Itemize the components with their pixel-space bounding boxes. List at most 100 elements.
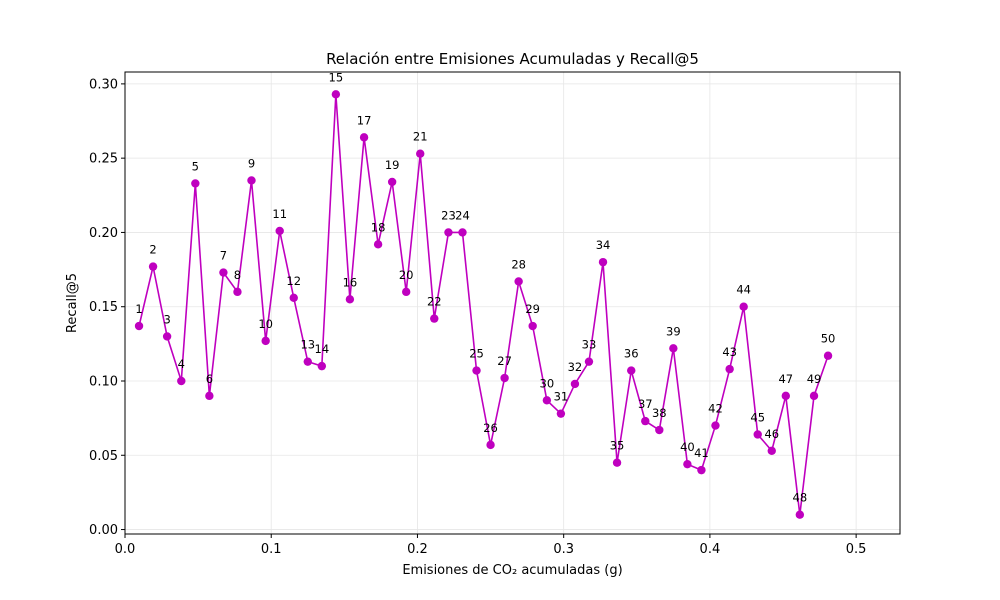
- data-point: [331, 90, 341, 99]
- x-tick-label: 0.5: [846, 542, 867, 557]
- point-label: 35: [610, 439, 625, 453]
- data-point: [430, 314, 439, 323]
- data-point: [823, 351, 833, 360]
- point-label: 44: [736, 283, 751, 297]
- y-axis-label: Recall@5: [65, 273, 80, 333]
- data-point: [781, 391, 790, 401]
- data-point: [416, 149, 425, 158]
- point-label: 14: [315, 342, 330, 356]
- point-label: 42: [708, 402, 723, 416]
- point-label: 17: [357, 113, 372, 127]
- data-point: [401, 287, 411, 297]
- data-point: [514, 277, 523, 286]
- point-label: 1: [135, 302, 142, 316]
- x-tick-label: 0.4: [700, 542, 721, 557]
- data-point: [725, 364, 734, 374]
- point-label: 22: [427, 295, 442, 309]
- data-point: [556, 409, 566, 418]
- point-label: 36: [624, 347, 639, 361]
- point-label: 2: [149, 243, 156, 257]
- point-label: 33: [582, 338, 597, 352]
- point-label: 49: [807, 372, 822, 386]
- data-point: [570, 379, 580, 389]
- x-tick-label: 0.2: [407, 542, 428, 557]
- point-label: 19: [385, 158, 400, 172]
- point-label: 11: [272, 207, 287, 221]
- data-point: [528, 321, 537, 331]
- data-point: [275, 226, 284, 236]
- data-point: [753, 430, 762, 439]
- point-label: 15: [329, 70, 344, 84]
- x-tick-label: 0.3: [553, 542, 574, 557]
- data-point: [444, 228, 453, 237]
- point-label: 25: [469, 347, 484, 361]
- data-point: [486, 440, 495, 450]
- data-point: [387, 177, 397, 187]
- data-point: [289, 293, 298, 303]
- data-point: [205, 391, 214, 401]
- grid: [124, 72, 900, 534]
- data-point: [598, 257, 608, 267]
- point-label: 20: [399, 268, 414, 282]
- data-point: [458, 228, 467, 237]
- point-label: 50: [821, 332, 836, 346]
- point-label: 16: [343, 275, 358, 289]
- point-label: 29: [525, 302, 540, 316]
- y-tick-label: 0.15: [89, 300, 118, 315]
- x-axis-ticks: 0.0 0.1 0.2 0.3 0.4 0.5: [115, 534, 867, 557]
- data-point: [359, 133, 369, 142]
- point-label: 37: [638, 397, 653, 411]
- point-label: 47: [778, 372, 793, 386]
- series-polyline: [138, 94, 829, 515]
- data-point: [317, 361, 327, 371]
- y-tick-label: 0.10: [89, 374, 118, 389]
- data-point: [247, 176, 256, 185]
- data-point: [641, 416, 650, 426]
- point-label: 4: [178, 357, 185, 371]
- point-label: 21: [413, 130, 428, 144]
- series-line: [138, 94, 829, 515]
- data-point: [711, 421, 720, 430]
- point-label: 12: [286, 274, 301, 288]
- data-point: [191, 179, 200, 188]
- point-label: 5: [192, 159, 199, 173]
- y-tick-label: 0.20: [89, 226, 118, 241]
- data-point: [148, 262, 158, 271]
- data-point: [219, 268, 228, 277]
- data-point: [767, 446, 776, 456]
- point-label: 6: [206, 372, 213, 386]
- point-label: 38: [652, 406, 667, 420]
- x-axis-label: Emisiones de CO₂ acumuladas (g): [402, 563, 622, 578]
- point-label: 45: [750, 410, 765, 424]
- data-point: [584, 357, 594, 366]
- point-label: 24: [455, 208, 470, 222]
- data-point: [612, 458, 622, 467]
- point-label: 46: [764, 427, 779, 441]
- point-label: 40: [680, 440, 695, 454]
- point-label: 30: [540, 376, 555, 390]
- data-point: [683, 459, 692, 469]
- data-point: [233, 287, 242, 297]
- point-label: 8: [234, 268, 241, 282]
- y-tick-label: 0.25: [89, 152, 118, 167]
- point-label: 23: [441, 208, 456, 222]
- data-point: [303, 357, 312, 366]
- data-point: [739, 302, 748, 311]
- point-label: 32: [568, 360, 583, 374]
- data-point: [345, 295, 355, 304]
- y-axis-ticks: 0.00 0.05 0.10 0.15 0.20 0.25 0.30: [89, 77, 125, 538]
- y-tick-label: 0.30: [89, 77, 118, 92]
- point-label: 48: [793, 491, 808, 505]
- chart-title: Relación entre Emisiones Acumuladas y Re…: [326, 50, 699, 68]
- data-point: [162, 332, 172, 341]
- data-points: [134, 90, 833, 519]
- point-label: 3: [163, 312, 170, 326]
- data-point: [795, 510, 805, 519]
- plot-frame: [124, 71, 901, 535]
- data-point: [809, 391, 819, 401]
- data-point: [655, 425, 664, 435]
- point-label: 7: [220, 249, 227, 263]
- data-point: [500, 373, 509, 383]
